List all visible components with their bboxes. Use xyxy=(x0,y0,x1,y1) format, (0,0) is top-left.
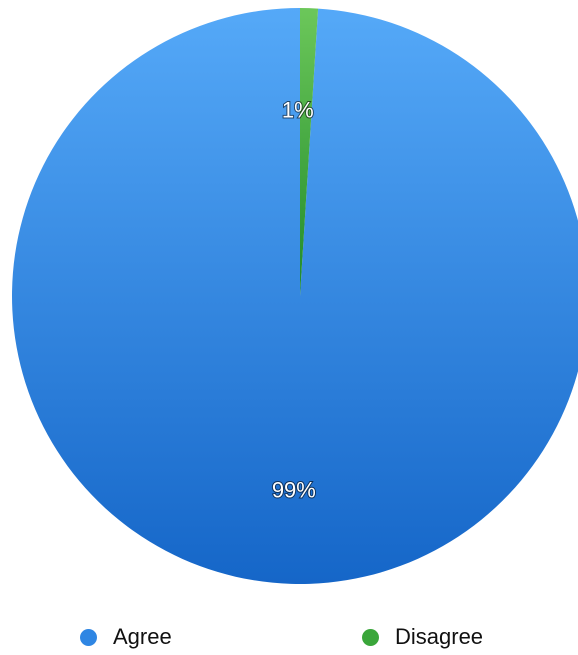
pie-slice-disagree xyxy=(300,8,319,296)
legend-label-disagree: Disagree xyxy=(395,624,484,649)
slice-label-agree: 99% xyxy=(272,478,316,503)
pie-slice-agree xyxy=(12,8,578,584)
pie-chart: 99% 1% xyxy=(12,8,578,584)
slice-label-disagree: 1% xyxy=(282,98,314,123)
legend-dot-disagree-icon xyxy=(362,628,379,646)
legend: Agree Disagree xyxy=(0,622,578,652)
legend-dot-agree-icon xyxy=(80,628,97,646)
legend-item-disagree: Disagree xyxy=(362,622,483,652)
legend-item-agree: Agree xyxy=(80,622,172,652)
legend-label-agree: Agree xyxy=(113,624,172,649)
